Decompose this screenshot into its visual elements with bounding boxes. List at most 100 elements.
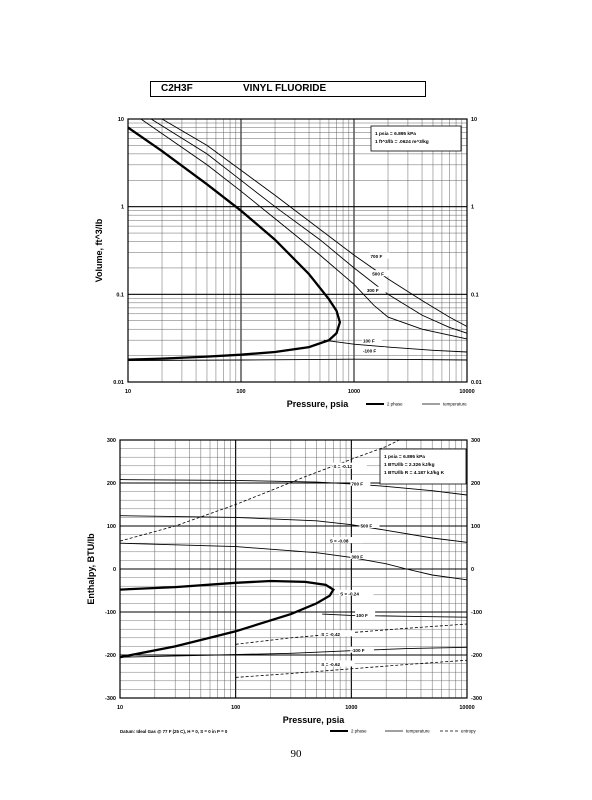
temperature-isotherm xyxy=(161,118,468,327)
two-phase-dome xyxy=(119,579,335,659)
curve-label: 700 F xyxy=(351,481,363,486)
x-tick-label: 1000 xyxy=(345,705,357,711)
label-backing xyxy=(339,589,374,596)
series-group xyxy=(119,439,468,678)
y-tick-label-right: 100 xyxy=(471,524,480,530)
y-tick-label-right: 0.1 xyxy=(471,292,479,298)
curve-label: 300 F xyxy=(351,554,363,559)
label-backing xyxy=(361,336,382,343)
legend-label: temperature xyxy=(443,402,467,407)
label-backing xyxy=(365,286,386,293)
unit-conversion-note: 1 BTU/lb R = 4.187 kJ/kg K xyxy=(384,470,445,476)
x-axis-label: Pressure, psia xyxy=(287,399,350,409)
tick-labels: 10 100 1000 10000 -300 -300 -200 -200 -100 -100 0 0… xyxy=(105,438,482,711)
curve-label: 100 F xyxy=(363,338,375,343)
y-tick-label-left: -200 xyxy=(105,653,116,659)
curve-label: -100 F xyxy=(351,648,364,653)
curve-label: -100 F xyxy=(363,349,376,354)
curve-label: 500 F xyxy=(372,272,384,277)
curve-label: S = -0.08 xyxy=(330,539,349,544)
y-axis-label: Enthalpy, BTU/lb xyxy=(86,533,96,605)
y-tick-label-left: 100 xyxy=(107,524,116,530)
label-backing xyxy=(328,537,364,544)
y-tick-label-left: 1 xyxy=(121,205,124,211)
y-tick-label-left: 300 xyxy=(107,438,116,444)
y-tick-label-right: 300 xyxy=(471,438,480,444)
temperature-isotherm xyxy=(127,358,468,361)
plot-frame xyxy=(119,439,468,699)
curve-label: 100 F xyxy=(356,613,368,618)
label-backing xyxy=(371,270,392,277)
y-tick-label-left: 10 xyxy=(118,117,124,123)
y-tick-label-left: -300 xyxy=(105,696,116,702)
y-tick-label-right: -300 xyxy=(471,696,482,702)
unit-conversion-note: 1 ft^3/lb = .0624 m^3/kg xyxy=(375,139,429,145)
curve-labels: 700 F 500 F 300 F 100 F -100 F S = -0.12 S = -… xyxy=(320,462,380,667)
label-backing xyxy=(332,462,367,469)
x-tick-label: 10000 xyxy=(459,705,474,711)
temperature-isotherm xyxy=(322,613,468,618)
curve-label: 300 F xyxy=(367,288,379,293)
plot-frame xyxy=(127,118,468,383)
label-backing xyxy=(350,646,374,653)
y-tick-label-right: 1 xyxy=(471,205,474,211)
y-tick-label-left: 0.01 xyxy=(113,380,124,386)
temperature-isotherm xyxy=(119,542,468,581)
legend-label: temperature xyxy=(406,729,430,734)
x-tick-label: 100 xyxy=(236,389,245,395)
entropy-line xyxy=(235,659,468,678)
y-tick-label-right: -100 xyxy=(471,610,482,616)
two-phase-dome xyxy=(127,126,342,361)
y-tick-label-right: 0.01 xyxy=(471,380,482,386)
x-tick-label: 10 xyxy=(117,705,123,711)
y-tick-label-left: -100 xyxy=(105,610,116,616)
y-tick-label-right: 10 xyxy=(471,117,477,123)
curve-label: S = -0.42 xyxy=(321,632,340,637)
curve-label: S = -0.12 xyxy=(333,464,352,469)
y-tick-label-right: 0 xyxy=(471,567,474,573)
label-backing xyxy=(361,347,386,354)
y-tick-label-left: 200 xyxy=(107,481,116,487)
x-tick-label: 100 xyxy=(231,705,240,711)
series-group xyxy=(127,118,468,361)
x-tick-label: 1000 xyxy=(348,389,360,395)
y-tick-label-left: 0 xyxy=(113,567,116,573)
chemical-formula: C2H3F xyxy=(161,83,193,94)
curve-label: 700 F xyxy=(371,254,383,259)
legend-label: entropy xyxy=(461,729,476,734)
x-tick-label: 10000 xyxy=(459,389,474,395)
y-tick-label-left: 0.1 xyxy=(116,292,124,298)
label-backing xyxy=(320,630,355,637)
datum-note: Datum: Ideal Gas @ 77 F (25 C), H = 0, S… xyxy=(120,729,228,734)
legend-label: 2 phase xyxy=(387,402,403,407)
enthalpy-chart: 700 F 500 F 300 F 100 F -100 F S = -0.12 S = -… xyxy=(86,438,482,734)
label-backing xyxy=(369,252,390,259)
unit-conversion-box xyxy=(379,448,467,485)
label-backing xyxy=(350,552,371,559)
unit-conversion-note: 1 BTU/lb = 2.326 kJ/kg xyxy=(384,462,435,468)
label-backing xyxy=(359,522,380,528)
y-tick-label-right: 200 xyxy=(471,481,480,487)
curve-label: 500 F xyxy=(360,524,372,529)
page-number: 90 xyxy=(290,748,302,760)
grid-lines xyxy=(127,118,468,383)
unit-conversion-note: 1 psia = 6.895 kPa xyxy=(375,131,416,137)
legend-label: 2 phase xyxy=(351,729,367,734)
temperature-isotherm xyxy=(140,118,468,340)
curve-label: S = -0.24 xyxy=(340,591,359,596)
unit-conversion-box xyxy=(370,125,462,152)
y-tick-label-right: -200 xyxy=(471,653,482,659)
curve-label: S = -0.62 xyxy=(321,662,340,667)
curve-labels: 700 F 500 F 300 F 100 F -100 F xyxy=(361,252,392,354)
chemical-name: VINYL FLUORIDE xyxy=(243,83,327,94)
unit-conversion-note: 1 psia = 6.895 kPa xyxy=(384,454,425,460)
x-tick-label: 10 xyxy=(125,389,131,395)
x-axis-label: Pressure, psia xyxy=(283,715,346,725)
label-backing xyxy=(350,479,371,486)
y-axis-label: Volume, ft^3/lb xyxy=(94,218,104,282)
label-backing xyxy=(355,611,376,618)
temperature-isotherm xyxy=(119,646,468,658)
temperature-isotherm xyxy=(323,339,468,353)
volume-chart: 700 F 500 F 300 F 100 F -100 F 10 100 1000 10000… xyxy=(94,117,482,409)
temperature-isotherm xyxy=(150,118,468,334)
